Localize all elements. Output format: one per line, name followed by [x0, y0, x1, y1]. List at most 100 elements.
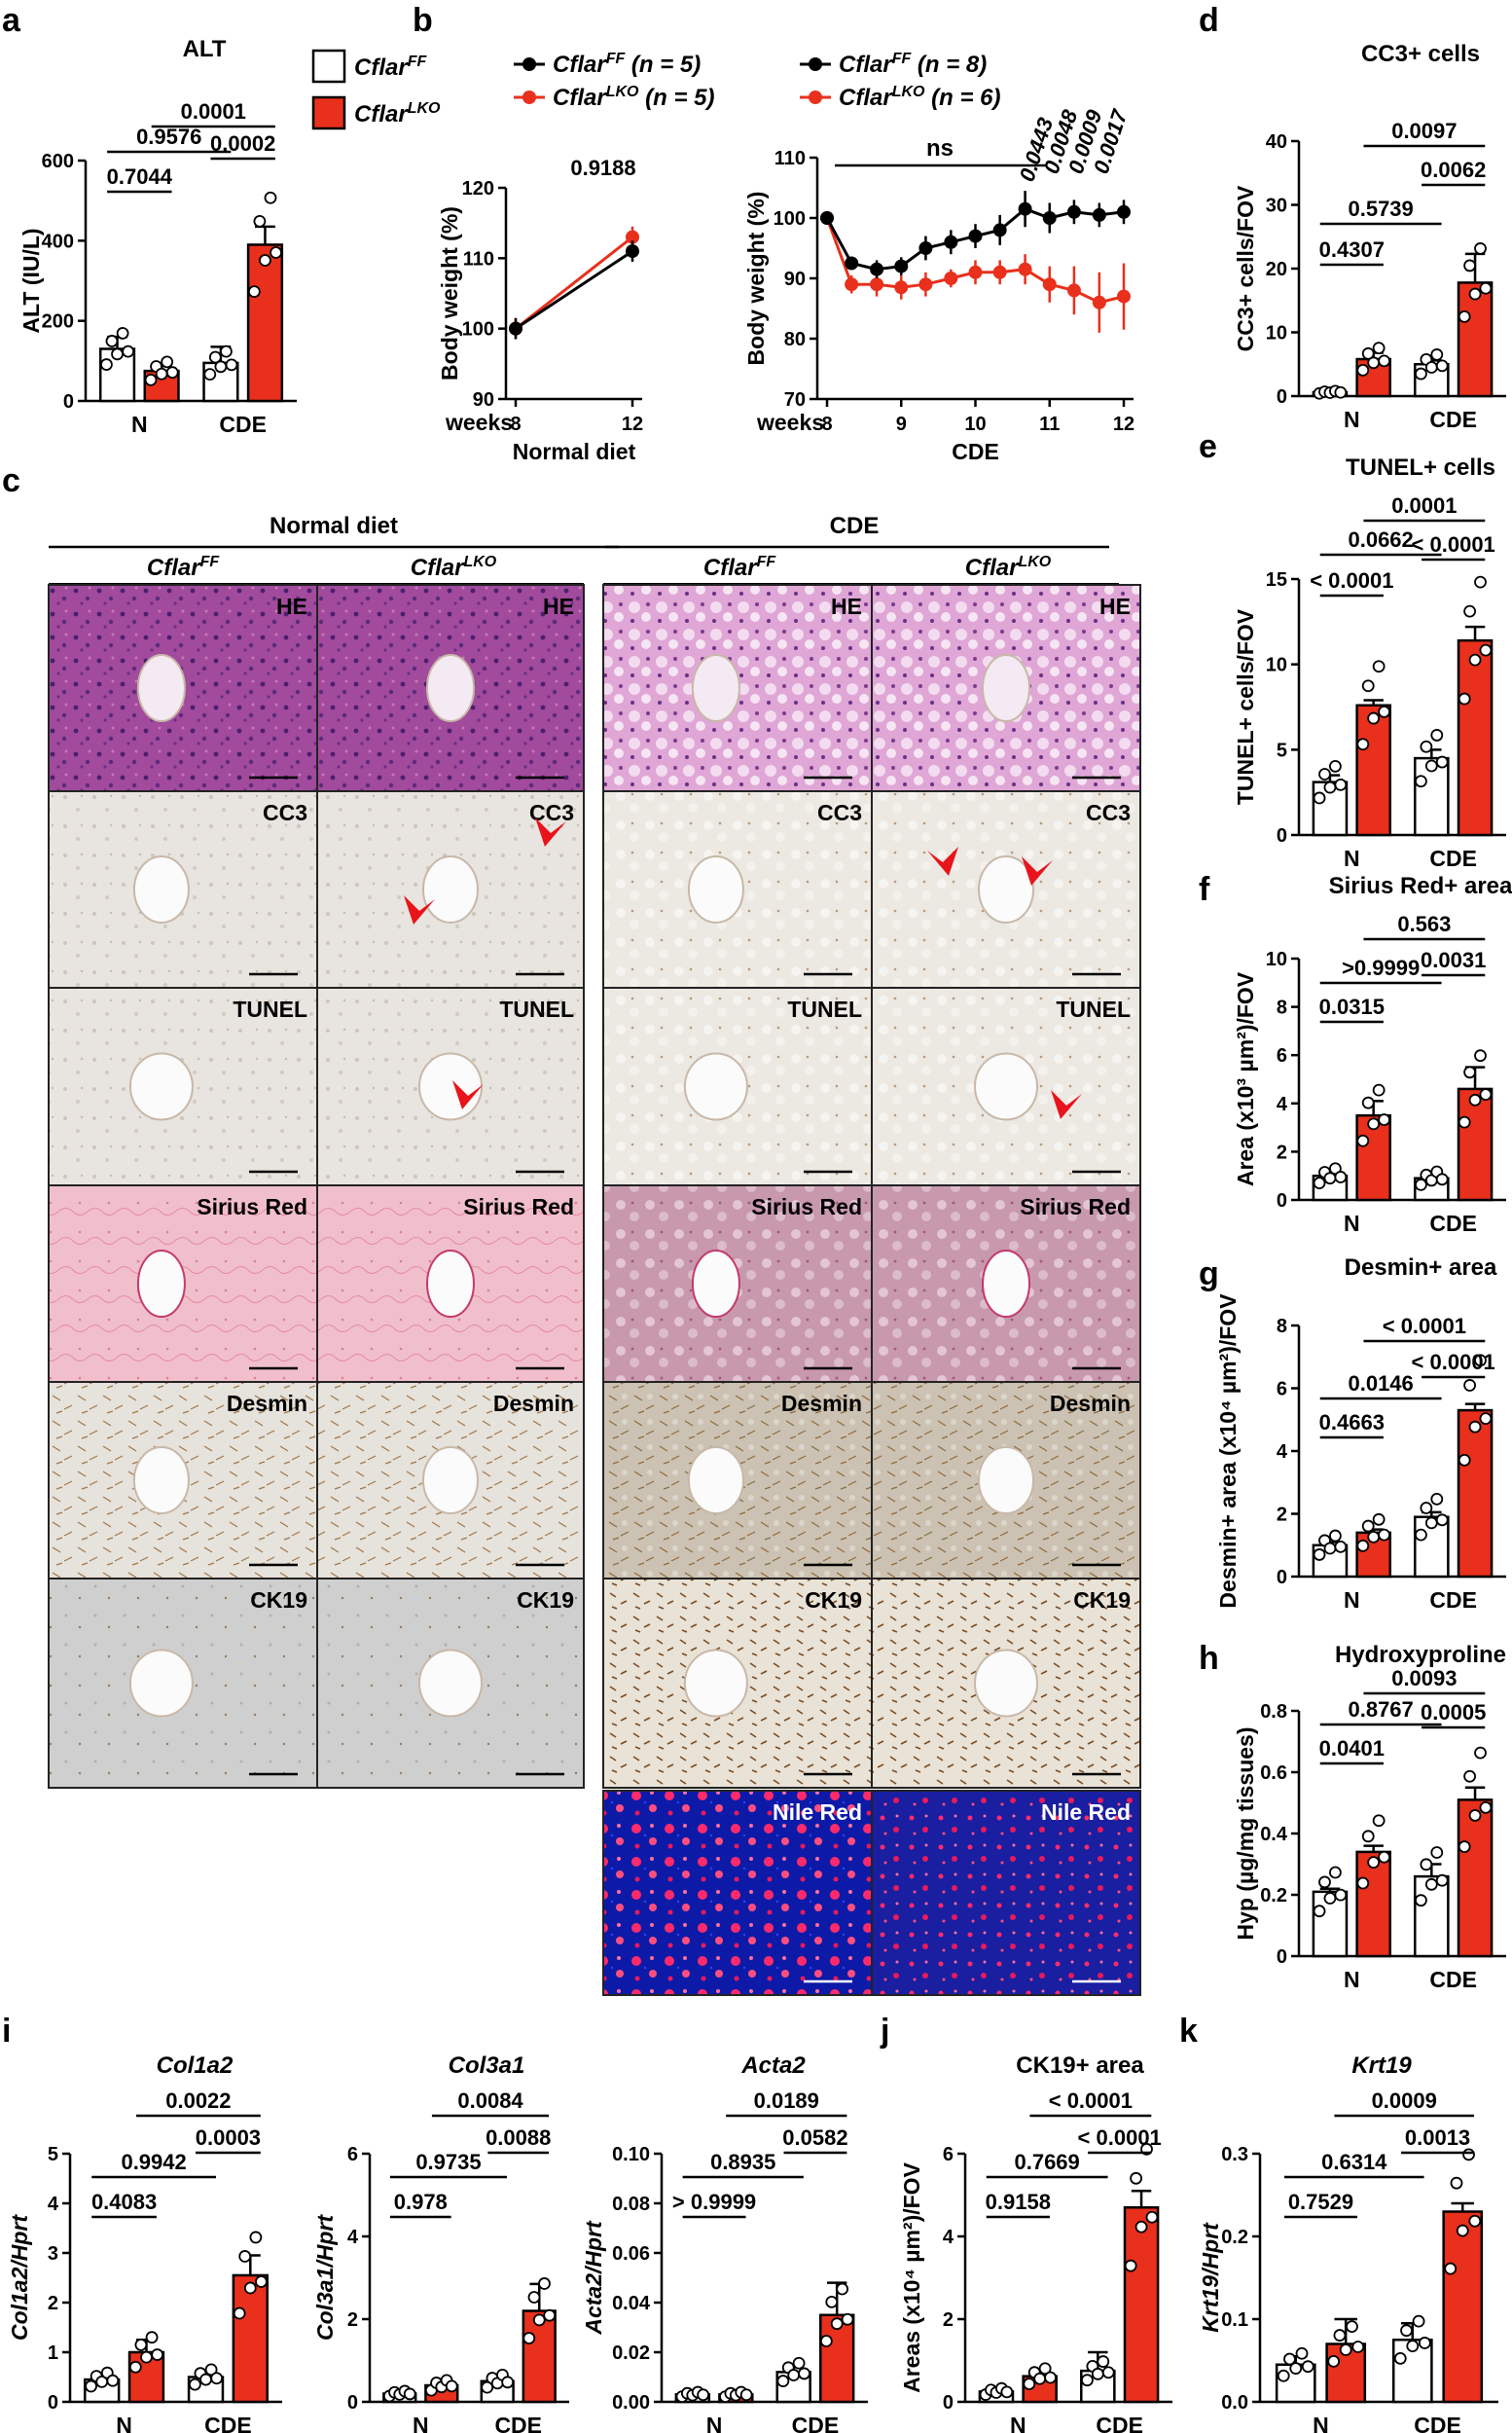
p-value: 0.7044: [107, 164, 173, 189]
x-tick-label: 8: [510, 414, 521, 435]
stain-label: CK19: [1073, 1587, 1131, 1613]
group-normal-diet: Normal diet: [270, 513, 398, 539]
data-point: [1283, 2352, 1296, 2366]
data-point: [140, 2350, 153, 2364]
p-value: >0.9999: [1342, 956, 1420, 980]
y-tick-label: 1: [48, 2342, 58, 2364]
x-group-label: N: [1344, 846, 1360, 871]
data-point: [1393, 2351, 1407, 2365]
data-point: [134, 2338, 148, 2351]
data-point: [1479, 1088, 1493, 1102]
y-tick-label: 4: [943, 2227, 954, 2248]
data-point: [264, 191, 277, 204]
data-point: [145, 2331, 159, 2344]
stain-label: TUNEL: [1056, 997, 1131, 1022]
data-point: [1372, 1083, 1386, 1097]
data-point: [1329, 759, 1342, 773]
y-axis-label: Krt19/Hprt: [1198, 2222, 1223, 2333]
y-tick-label: 90: [784, 269, 806, 290]
micrograph-tile-nile-red: [602, 1790, 873, 1996]
data-point: [1091, 2367, 1104, 2380]
y-tick-label: 0: [1277, 1190, 1287, 1212]
stain-label: Desmin: [227, 1391, 307, 1416]
y-tick-label: 0: [347, 2392, 358, 2414]
data-point: [1351, 2341, 1365, 2353]
vessel-lumen: [691, 1250, 740, 1318]
data-point: [1474, 1354, 1487, 1367]
data-point: [1468, 653, 1482, 667]
data-point: [445, 2379, 458, 2393]
x-tick-label: 12: [622, 414, 643, 435]
data-point: [259, 254, 271, 267]
data-point: [199, 2373, 212, 2386]
series-point: [870, 277, 884, 292]
vessel-lumen: [426, 1250, 475, 1318]
data-point: [1420, 740, 1433, 753]
panel-letter-c: c: [2, 462, 20, 499]
series-point: [1066, 283, 1081, 298]
y-tick-label: 8: [1277, 1316, 1287, 1337]
series-point: [820, 211, 834, 225]
y-axis-label: Col3a1/Hprt: [312, 2214, 338, 2341]
chart-k: Krt19 0.0 0.1 0.2 0.3 Krt19/Hprt N CDE 0.6314 0.7…: [1198, 2052, 1498, 2433]
y-tick-label: 0: [943, 2392, 954, 2414]
y-tick-label: 100: [462, 319, 494, 341]
vessel-lumen: [426, 654, 475, 722]
legend-marker: [522, 91, 536, 104]
y-tick-label: 2: [943, 2309, 954, 2331]
data-point: [1479, 1800, 1493, 1814]
y-tick-label: 110: [463, 248, 494, 270]
bar: [232, 2273, 269, 2404]
vessel-lumen: [422, 855, 479, 924]
data-point: [1334, 1888, 1348, 1902]
data-point: [1463, 259, 1476, 272]
data-point: [1415, 1894, 1427, 1907]
data-point: [188, 2378, 201, 2391]
data-point: [1000, 2385, 1014, 2399]
stain-label: CK19: [805, 1587, 862, 1613]
series-point: [1117, 204, 1131, 219]
vessel-lumen: [418, 1649, 483, 1718]
data-point: [1323, 1892, 1337, 1905]
data-point: [403, 2387, 416, 2401]
y-tick-label: 400: [42, 231, 74, 252]
y-tick-label: 30: [1266, 196, 1287, 217]
x-group-label: CDE: [1429, 1211, 1477, 1236]
data-point: [128, 2360, 142, 2374]
chart-title: CC3+ cells: [1361, 41, 1480, 67]
data-point: [1318, 768, 1331, 781]
series-point: [894, 259, 909, 273]
p-value: 0.0062: [1421, 158, 1486, 182]
stain-label: CC3: [263, 800, 307, 825]
stain-label: CC3: [529, 800, 574, 825]
data-point: [100, 358, 113, 371]
data-point: [1458, 692, 1471, 706]
stain-label: HE: [276, 594, 307, 619]
data-point: [270, 246, 282, 259]
data-point: [538, 2277, 551, 2290]
chart-e: TUNEL+ cells 0 5 10 15 TUNEL+ cells/FOV N CDE 0.…: [1233, 454, 1506, 871]
data-point: [1033, 2372, 1047, 2385]
vessel-lumen: [136, 654, 186, 722]
series-point: [992, 265, 1007, 279]
panel-c-headers: Normal diet CDE CflarFF CflarLKO CflarFF…: [49, 513, 1119, 585]
y-tick-label: 0.4: [1260, 1824, 1288, 1845]
p-value: 0.0001: [1391, 493, 1457, 518]
data-point: [220, 345, 233, 358]
x-tick-label: 12: [1113, 414, 1134, 435]
chart-a: ALT 0 200 400 600 ALT (IU/L) N CDE 0.9576 0.7044 0…: [18, 36, 297, 437]
data-point: [1468, 1093, 1482, 1107]
y-axis-label: Acta2/Hprt: [581, 2220, 606, 2336]
y-tick-label: 100: [774, 208, 806, 230]
data-point: [1400, 2324, 1413, 2338]
chart-title: Acta2: [740, 2052, 806, 2079]
y-tick-label: 10: [1266, 323, 1287, 345]
data-point: [105, 335, 119, 347]
x-group-label: CDE: [792, 2413, 840, 2433]
chart-title: Desmin+ area: [1345, 1254, 1497, 1281]
panel-letter-g: g: [1199, 1255, 1219, 1292]
stain-label: Sirius Red: [1020, 1194, 1131, 1219]
series-line: [515, 249, 633, 330]
